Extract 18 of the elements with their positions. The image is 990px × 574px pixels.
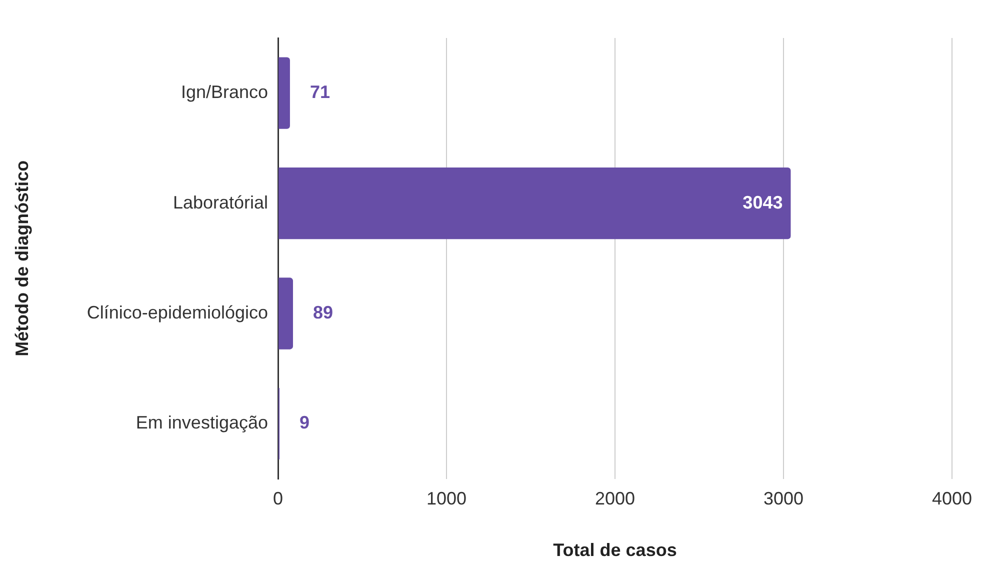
y-tick-label: Clínico-epidemiológico: [86, 302, 268, 322]
bar: [278, 278, 293, 350]
x-tick-label: 0: [272, 488, 284, 509]
data-label: 9: [300, 412, 310, 433]
y-axis-title: Método de diagnóstico: [12, 160, 32, 356]
bar: [278, 167, 791, 240]
data-label: 3043: [742, 192, 783, 212]
bar: [278, 57, 290, 129]
y-tick-label: Ign/Branco: [180, 82, 268, 102]
x-tick-label: 1000: [426, 488, 467, 509]
x-axis-title: Total de casos: [553, 540, 677, 560]
data-label: 89: [312, 302, 334, 322]
x-tick-label: 2000: [594, 488, 636, 509]
data-label: 71: [310, 82, 330, 102]
x-tick-label: 3000: [763, 488, 804, 509]
y-tick-label: Em investigação: [136, 412, 268, 433]
y-tick-label: Laboratórial: [172, 192, 268, 212]
x-tick-label: 4000: [932, 488, 972, 509]
